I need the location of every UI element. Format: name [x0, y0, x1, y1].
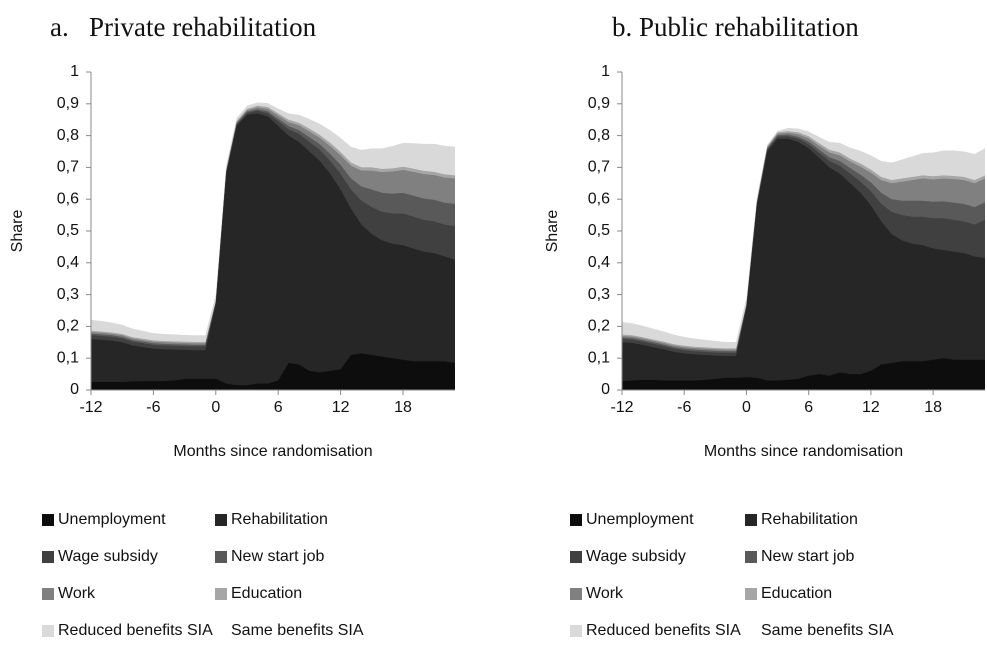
legend-swatch [570, 514, 582, 526]
x-tick-label: -12 [79, 399, 102, 416]
legend-label: Wage subsidy [586, 548, 686, 565]
legend-swatch [745, 514, 757, 526]
x-tick-label: 6 [804, 399, 813, 416]
y-axis-label: Share [544, 210, 561, 253]
y-tick-label: 0,2 [57, 318, 79, 335]
area [91, 113, 455, 390]
y-tick-label: 0,5 [588, 222, 610, 239]
legend-label: Reduced benefits SIA [58, 622, 213, 639]
legend-label: Education [761, 585, 832, 602]
legend-swatch [42, 551, 54, 563]
area [622, 138, 985, 390]
y-tick-label: 0,7 [588, 159, 610, 176]
y-tick-label: 0,7 [57, 159, 79, 176]
y-tick-label: 0,6 [57, 190, 79, 207]
legend-swatch [570, 625, 582, 637]
x-tick-label: -6 [146, 399, 160, 416]
legend-label: Rehabilitation [231, 511, 328, 528]
legend-swatch [745, 551, 757, 563]
legend-label: Education [231, 585, 302, 602]
y-tick-label: 0,1 [57, 349, 79, 366]
y-tick-label: 0,4 [588, 254, 610, 271]
y-tick-label: 0 [70, 381, 79, 398]
y-tick-label: 0,5 [57, 222, 79, 239]
legend-label: New start job [761, 548, 854, 565]
y-tick-label: 0,2 [588, 318, 610, 335]
legend-swatch [42, 514, 54, 526]
y-tick-label: 0,6 [588, 190, 610, 207]
legend-label: Rehabilitation [761, 511, 858, 528]
legend-swatch [42, 588, 54, 600]
chart-title: b. Public rehabilitation [612, 12, 859, 42]
x-axis-label: Months since randomisation [173, 443, 372, 460]
y-tick-label: 0,8 [588, 127, 610, 144]
legend-swatch [215, 588, 227, 600]
y-tick-label: 0,9 [57, 95, 79, 112]
legend-label: Reduced benefits SIA [586, 622, 741, 639]
legend-label: Unemployment [586, 511, 694, 528]
legend-swatch [570, 588, 582, 600]
x-tick-label: 12 [862, 399, 880, 416]
y-tick-label: 1 [601, 63, 610, 80]
legend-swatch [745, 625, 757, 637]
chart-title: a. Private rehabilitation [50, 12, 317, 42]
x-tick-label: 18 [394, 399, 412, 416]
y-axis-label: Share [9, 210, 26, 253]
x-tick-label: -12 [610, 399, 633, 416]
legend-label: Wage subsidy [58, 548, 158, 565]
y-tick-label: 0,3 [57, 286, 79, 303]
x-tick-label: 0 [211, 399, 220, 416]
x-tick-label: 18 [924, 399, 942, 416]
y-tick-label: 0 [601, 381, 610, 398]
legend-label: Work [586, 585, 624, 602]
x-tick-label: 12 [332, 399, 350, 416]
y-tick-label: 0,3 [588, 286, 610, 303]
y-tick-label: 0,8 [57, 127, 79, 144]
y-tick-label: 0,4 [57, 254, 79, 271]
legend-swatch [215, 625, 227, 637]
y-tick-label: 0,9 [588, 95, 610, 112]
legend-swatch [745, 588, 757, 600]
legend-label: New start job [231, 548, 324, 565]
x-axis-label: Months since randomisation [704, 443, 903, 460]
x-tick-label: 0 [742, 399, 751, 416]
legend-swatch [215, 514, 227, 526]
legend-label: Work [58, 585, 96, 602]
x-tick-label: -6 [677, 399, 691, 416]
area [91, 353, 455, 390]
x-tick-label: 6 [274, 399, 283, 416]
area [622, 358, 985, 390]
legend-label: Unemployment [58, 511, 166, 528]
legend-label: Same benefits SIA [231, 622, 364, 639]
legend-swatch [215, 551, 227, 563]
y-tick-label: 0,1 [588, 349, 610, 366]
legend-label: Same benefits SIA [761, 622, 894, 639]
legend-swatch [570, 551, 582, 563]
legend-swatch [42, 625, 54, 637]
y-tick-label: 1 [70, 63, 79, 80]
